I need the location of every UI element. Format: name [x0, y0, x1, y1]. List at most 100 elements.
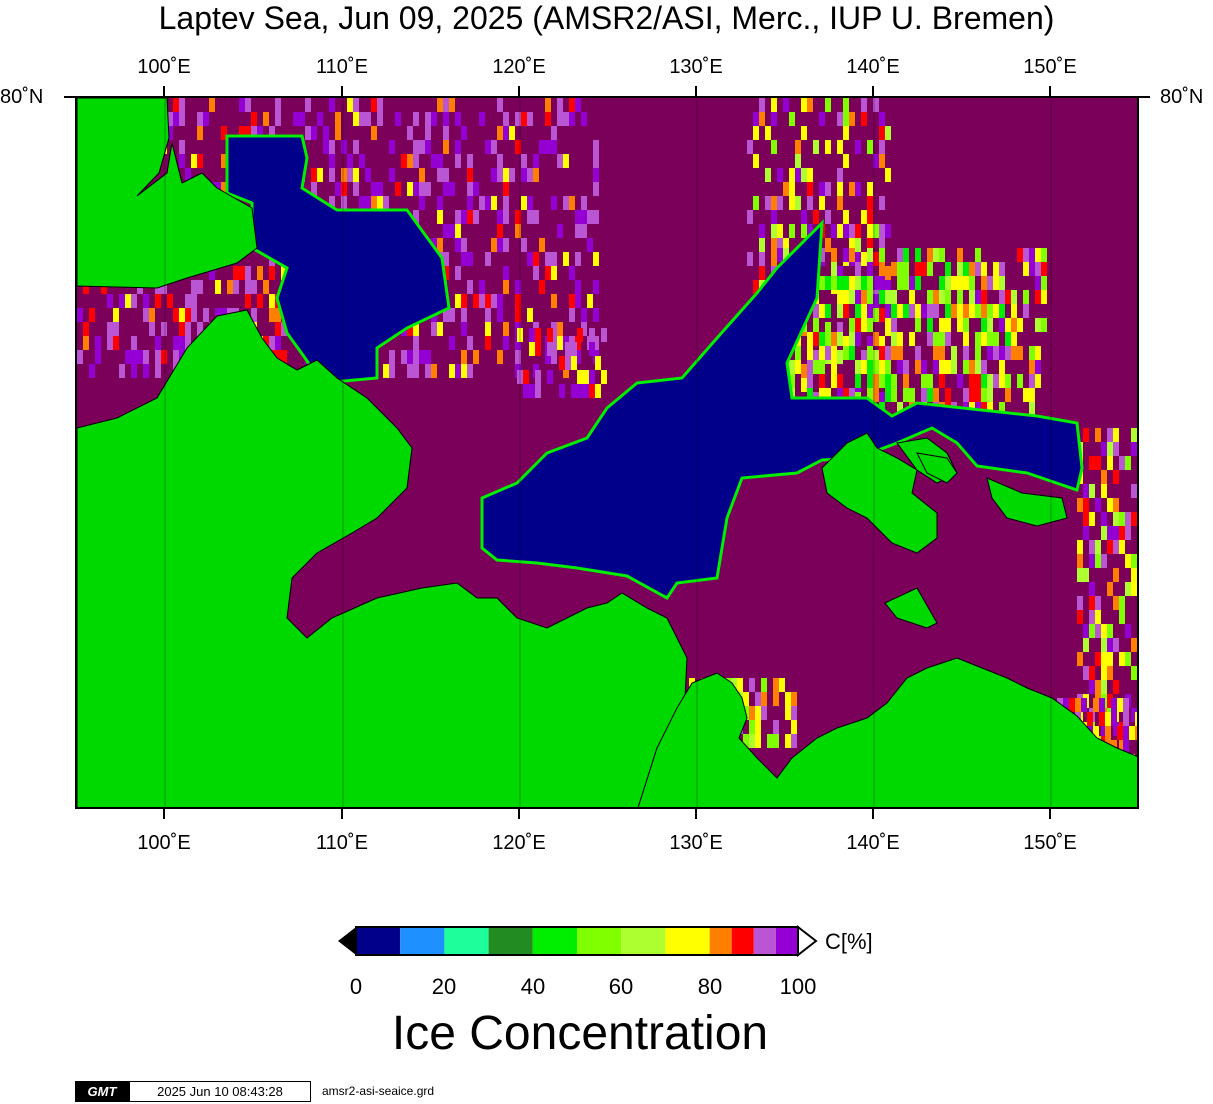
colorbar-tick: 0 — [349, 974, 363, 999]
ice-pixel — [569, 294, 575, 308]
ice-pixel — [819, 112, 825, 126]
ice-pixel — [125, 294, 131, 308]
ice-pixel — [999, 276, 1005, 290]
ice-pixel — [389, 364, 395, 378]
ice-pixel — [1101, 512, 1107, 526]
ice-pixel — [329, 98, 335, 112]
ice-pixel — [909, 290, 915, 304]
ice-pixel — [191, 280, 197, 294]
ice-pixel — [843, 304, 849, 318]
ice-pixel — [461, 308, 467, 322]
ice-pixel — [1125, 624, 1131, 638]
ice-pixel — [515, 210, 521, 224]
ice-pixel — [1041, 318, 1047, 332]
ice-pixel — [533, 266, 539, 280]
ice-pixel — [1137, 470, 1139, 484]
ice-pixel — [593, 154, 599, 168]
ice-pixel — [1113, 722, 1119, 736]
lon-tick-bottom — [695, 809, 697, 819]
ice-pixel — [903, 248, 909, 262]
ice-pixel — [413, 210, 419, 224]
ice-pixel — [1077, 568, 1083, 582]
ice-pixel — [539, 238, 545, 252]
ice-pixel — [497, 168, 503, 182]
lon-label-120e-bottom: 120˚E — [492, 832, 546, 854]
ice-pixel — [245, 98, 251, 112]
ice-pixel — [407, 350, 413, 364]
ice-pixel — [813, 318, 819, 332]
ice-pixel — [251, 280, 257, 294]
ice-pixel — [987, 374, 993, 388]
ice-pixel — [861, 276, 867, 290]
ice-pixel — [1089, 540, 1095, 554]
ice-pixel — [873, 252, 879, 266]
ice-pixel — [867, 140, 873, 154]
ice-pixel — [825, 322, 831, 336]
ice-pixel — [473, 182, 479, 196]
ice-pixel — [335, 112, 341, 126]
ice-pixel — [789, 112, 795, 126]
ice-pixel — [753, 154, 759, 168]
colorbar-tick: 60 — [608, 974, 634, 999]
ice-pixel — [581, 224, 587, 238]
ice-pixel — [885, 388, 891, 402]
ice-pixel — [825, 388, 831, 402]
ice-pixel — [347, 154, 353, 168]
ice-pixel — [843, 98, 849, 112]
ice-pixel — [155, 336, 161, 350]
ice-pixel — [807, 346, 813, 360]
ice-pixel — [855, 182, 861, 196]
ice-pixel — [1119, 610, 1125, 624]
ice-pixel — [353, 168, 359, 182]
ice-pixel — [879, 276, 885, 290]
ice-pixel — [831, 262, 837, 276]
ice-pixel — [515, 308, 521, 322]
ice-pixel — [425, 350, 431, 364]
ice-pixel — [593, 308, 599, 322]
colorbar-cell — [775, 927, 798, 955]
ice-pixel — [849, 388, 855, 402]
ice-pixel — [571, 384, 577, 398]
ice-pixel — [951, 304, 957, 318]
lon-tick-bottom — [872, 809, 874, 819]
ice-pixel — [743, 734, 749, 748]
ice-pixel — [1107, 666, 1113, 680]
ice-pixel — [789, 360, 795, 374]
ice-pixel — [1089, 624, 1095, 638]
ice-pixel — [819, 346, 825, 360]
ice-pixel — [855, 262, 861, 276]
lon-label-100e-top: 100˚E — [137, 56, 191, 78]
ice-pixel — [1107, 442, 1113, 456]
ice-pixel — [149, 308, 155, 322]
ice-pixel — [563, 154, 569, 168]
ice-pixel — [987, 276, 993, 290]
ice-pixel — [1083, 638, 1089, 652]
ice-pixel — [95, 350, 101, 364]
ice-pixel — [1083, 568, 1089, 582]
ice-pixel — [963, 346, 969, 360]
colorbar-cell — [532, 927, 577, 955]
ice-pixel — [1005, 388, 1011, 402]
ice-pixel — [527, 210, 533, 224]
ice-pixel — [137, 350, 143, 364]
ice-pixel — [783, 248, 789, 262]
ice-pixel — [191, 308, 197, 322]
ice-pixel — [1029, 388, 1035, 402]
ice-pixel — [589, 342, 595, 356]
ice-pixel — [1137, 568, 1139, 582]
ice-pixel — [1095, 554, 1101, 568]
ice-pixel — [843, 126, 849, 140]
colorbar-tick: 100 — [779, 974, 817, 999]
lon-tick-top — [341, 86, 343, 96]
ice-pixel — [867, 318, 873, 332]
ice-pixel — [747, 252, 753, 266]
ice-pixel — [275, 98, 281, 112]
ice-pixel — [353, 182, 359, 196]
lon-tick-top — [518, 86, 520, 96]
ice-pixel — [831, 364, 837, 378]
ice-pixel — [491, 196, 497, 210]
ice-pixel — [275, 336, 281, 350]
ice-pixel — [873, 294, 879, 308]
ice-pixel — [437, 210, 443, 224]
ice-pixel — [1083, 512, 1089, 526]
